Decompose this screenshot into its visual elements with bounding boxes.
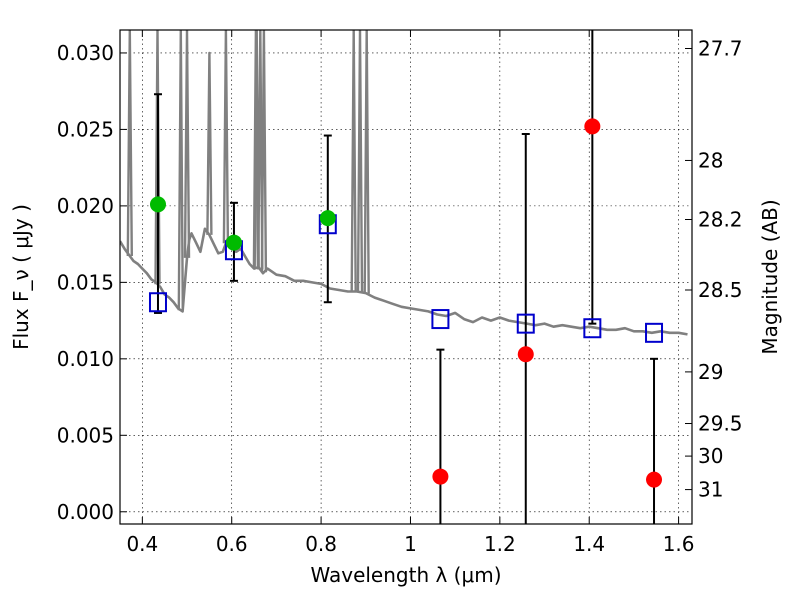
- y-right-tick-label: 28.5: [698, 278, 743, 302]
- y-right-tick-label: 28: [698, 148, 723, 172]
- y-tick-label: 0.010: [57, 347, 114, 371]
- sed-emission-line: [222, 30, 230, 244]
- sed-emission-line: [350, 30, 357, 292]
- sed-emission-line: [356, 30, 364, 293]
- y-tick-label: 0.015: [57, 270, 114, 294]
- x-tick-label: 0.6: [216, 532, 248, 556]
- sed-emission-line: [177, 30, 184, 311]
- y-tick-label: 0.005: [57, 423, 114, 447]
- y-tick-label: 0.025: [57, 117, 114, 141]
- y-axis-right-label: Magnitude (AB): [758, 199, 782, 354]
- axis-ticks: 0.4 0.6 0.8 1 1.2 1.4 1.6 0.000 0.005 0.010 0.015 0…: [57, 30, 743, 556]
- x-tick-label: 1.4: [573, 532, 605, 556]
- y-right-tick-label: 30: [698, 444, 723, 468]
- x-tick-label: 0.8: [305, 532, 337, 556]
- measured-flux-point: [646, 471, 663, 488]
- sed-emission-line: [206, 51, 213, 235]
- plot-area: [120, 30, 688, 524]
- model-flux-marker: [645, 322, 664, 343]
- measured-flux-point: [517, 346, 534, 363]
- y-right-tick-label: 31: [698, 478, 723, 502]
- y-tick-label: 0.020: [57, 194, 114, 218]
- y-axis-label: Flux F_ν ( μJy ): [9, 204, 33, 350]
- sed-emission-line: [363, 30, 370, 294]
- y-right-tick-label: 27.7: [698, 37, 743, 61]
- sed-emission-line: [126, 30, 133, 257]
- x-tick-label: 1.2: [484, 532, 516, 556]
- grid: [120, 30, 692, 524]
- measured-flux-point: [319, 210, 336, 227]
- measured-flux-point: [225, 234, 242, 251]
- y-right-tick-label: 29: [698, 360, 723, 384]
- measured-flux-point: [584, 118, 601, 135]
- x-tick-label: 1.6: [663, 532, 695, 556]
- sed-emission-line: [260, 30, 268, 273]
- model-flux-marker: [516, 313, 535, 334]
- model-flux-marker: [148, 292, 167, 313]
- plot-frame: [119, 29, 693, 525]
- model-flux-marker: [583, 318, 602, 339]
- x-axis-label: Wavelength λ (μm): [310, 563, 501, 587]
- x-tick-label: 0.4: [126, 532, 158, 556]
- measured-flux-point: [432, 468, 449, 485]
- sed-emission-line: [183, 30, 191, 258]
- y-tick-label: 0.000: [57, 500, 114, 524]
- x-tick-label: 1: [404, 532, 417, 556]
- y-right-tick-label: 29.5: [698, 412, 743, 436]
- measured-flux-point: [149, 196, 166, 213]
- y-tick-label: 0.030: [57, 41, 114, 65]
- y-right-tick-label: 28.2: [698, 207, 743, 231]
- model-flux-marker: [431, 309, 450, 330]
- sed-template-line: [120, 227, 688, 336]
